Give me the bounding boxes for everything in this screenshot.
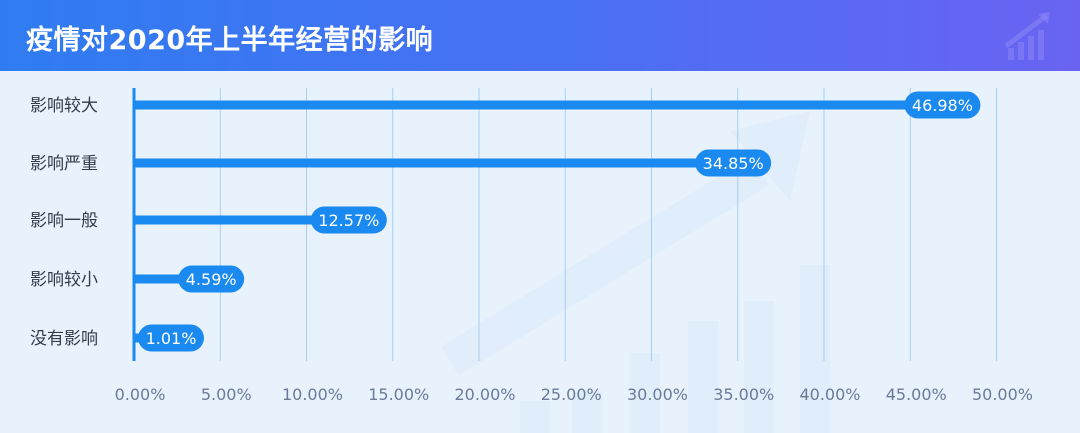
data-label: 12.57% — [318, 211, 379, 230]
x-tick-label: 30.00% — [627, 385, 688, 404]
chart-watermark — [441, 111, 830, 433]
value-pill — [310, 206, 387, 234]
bar — [134, 215, 351, 225]
x-tick-label: 0.00% — [115, 385, 166, 404]
x-tick-labels: 0.00% 5.00% 10.00% 15.00% 20.00% 25.00% 30.00%… — [115, 385, 1033, 404]
x-tick-label: 50.00% — [972, 385, 1033, 404]
value-pill — [178, 265, 245, 293]
data-label: 4.59% — [186, 270, 237, 289]
value-pill — [904, 91, 981, 119]
category-label: 影响较大 — [30, 96, 98, 116]
bars: 46.98% 34.85% 12.57% 4.59% 1.01% — [134, 91, 981, 352]
chart-title: 疫情对2020年上半年经营的影响 — [26, 25, 434, 56]
value-pill — [695, 149, 772, 177]
x-tick-label: 20.00% — [454, 385, 515, 404]
chart-header: 疫情对2020年上半年经营的影响 — [0, 0, 1080, 71]
category-label: 影响严重 — [30, 154, 98, 174]
category-label: 影响较小 — [30, 270, 98, 290]
value-pill — [138, 324, 204, 352]
data-label: 46.98% — [912, 96, 973, 115]
data-label: 1.01% — [146, 329, 197, 348]
bar — [134, 100, 945, 110]
x-tick-label: 25.00% — [541, 385, 602, 404]
x-tick-label: 10.00% — [282, 385, 343, 404]
x-tick-label: 35.00% — [713, 385, 774, 404]
x-tick-label: 15.00% — [368, 385, 429, 404]
x-tick-label: 5.00% — [201, 385, 252, 404]
x-tick-label: 40.00% — [799, 385, 860, 404]
bar — [134, 158, 736, 168]
bar-chart-growth-icon — [1004, 12, 1050, 60]
bar — [134, 274, 214, 284]
x-tick-label: 45.00% — [886, 385, 947, 404]
data-label: 34.85% — [703, 154, 764, 173]
category-label: 没有影响 — [30, 329, 98, 349]
category-label: 影响一般 — [30, 211, 98, 231]
